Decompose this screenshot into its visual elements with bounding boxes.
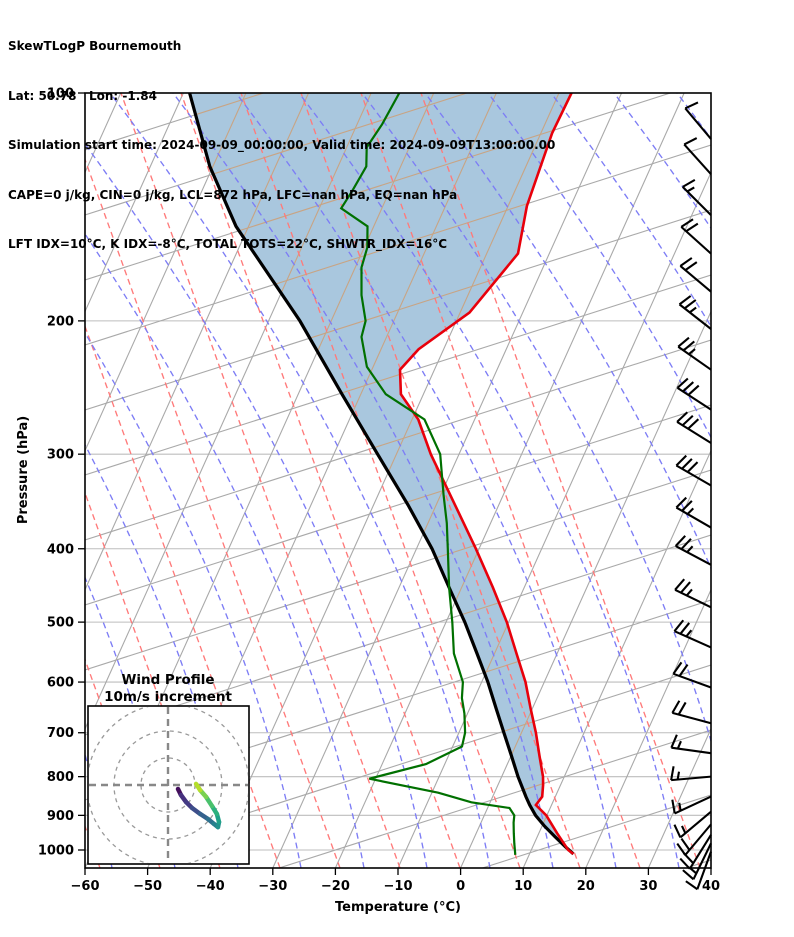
moist-adiabat (109, 93, 491, 868)
y-tick-label: 700 (47, 726, 74, 741)
x-tick-label: 0 (456, 879, 465, 894)
wind-barb (673, 619, 712, 649)
header-location: Lat: 50.78 Lon: -1.84 (8, 88, 157, 103)
moist-adiabat (361, 93, 711, 744)
moist-adiabat (298, 93, 680, 868)
wind-barb (675, 496, 712, 529)
x-tick-label: −50 (133, 879, 162, 894)
wind-barb (684, 101, 712, 140)
profile-curves (188, 93, 575, 856)
header-indices-2: LFT IDX=10°C, K IDX=-8°C, TOTAL TOTS=22°… (8, 237, 448, 251)
wind-barb (670, 766, 712, 782)
wind-barb (681, 178, 712, 216)
wind-barb (678, 295, 712, 330)
header-indices-1: CAPE=0 j/kg, CIN=0 j/kg, LCL=872 hPa, LF… (8, 187, 458, 202)
wind-barb (673, 810, 712, 839)
wind-barb (679, 257, 712, 293)
x-tick-label: 20 (577, 879, 595, 894)
moist-adiabat (424, 93, 711, 571)
wind-barb (676, 411, 712, 444)
wind-barb (675, 454, 712, 487)
dry-adiabat (420, 93, 701, 868)
y-tick-label: 100 (47, 87, 74, 102)
moist-adiabat (85, 752, 113, 868)
wind-barb (680, 218, 712, 255)
wind-barbs (670, 101, 712, 891)
y-tick-label: 900 (47, 809, 74, 824)
wind-barb (671, 795, 712, 815)
dry-adiabat (360, 93, 641, 868)
y-tick-label: 500 (47, 616, 74, 631)
wind-barb (674, 578, 712, 609)
dry-adiabat (240, 93, 521, 868)
axes-ticks: −60 −50 −40 −30 −20 −10 0 10 20 30 40 100 200 300 400 5… (38, 87, 720, 895)
x-tick-label: 40 (702, 879, 720, 894)
wind-barb (685, 851, 712, 891)
hodograph-title: Wind Profile (121, 672, 214, 688)
moist-adiabat (172, 93, 554, 868)
hodograph-subtitle: 10m/s increment (104, 689, 232, 705)
moist-adiabat (550, 93, 711, 328)
dry-adiabat (85, 157, 341, 868)
x-axis-label: Temperature (°C) (335, 900, 461, 915)
dry-adiabat (120, 93, 401, 868)
page-title: SkewTLogP Bournemouth (8, 39, 182, 53)
moist-adiabat (85, 142, 428, 868)
dry-adiabat (85, 324, 281, 868)
moist-adiabat (85, 232, 365, 868)
moist-adiabat (235, 93, 617, 868)
y-tick-label: 200 (47, 314, 74, 329)
adiabats (85, 93, 711, 868)
hodograph-trace-segment (193, 781, 203, 793)
parcel-curve (188, 93, 575, 856)
x-tick-label: −60 (71, 879, 100, 894)
dewpoint-curve (339, 93, 517, 855)
wind-barb (671, 700, 712, 725)
wind-barb (682, 842, 712, 881)
moist-adiabat (85, 331, 302, 868)
wind-barb (677, 336, 712, 371)
y-tick-label: 1000 (38, 844, 74, 859)
x-tick-label: −20 (321, 879, 350, 894)
y-tick-label: 400 (47, 542, 74, 557)
hodograph-inset (87, 705, 250, 865)
y-tick-label: 300 (47, 448, 74, 463)
wind-barb (676, 377, 712, 411)
figure-header: SkewTLogP Bournemouth Lat: 50.78 Lon: -1… (8, 5, 555, 286)
x-tick-label: −40 (196, 879, 225, 894)
x-tick-label: −10 (384, 879, 413, 894)
y-tick-label: 800 (47, 770, 74, 785)
wind-barb (679, 834, 712, 870)
dry-adiabat (300, 93, 581, 868)
temperature-curve (398, 93, 575, 855)
dry-adiabat (180, 93, 461, 868)
x-tick-label: 30 (639, 879, 657, 894)
y-axis-label: Pressure (hPa) (16, 416, 31, 524)
wind-barb (683, 137, 712, 175)
wind-barb (670, 734, 712, 755)
x-tick-label: 10 (514, 879, 532, 894)
header-times: Simulation start time: 2024-09-09_00:00:… (8, 138, 556, 152)
wind-barb (672, 661, 712, 689)
wind-barb (674, 535, 712, 566)
y-tick-label: 600 (47, 676, 74, 691)
x-tick-label: −30 (258, 879, 287, 894)
